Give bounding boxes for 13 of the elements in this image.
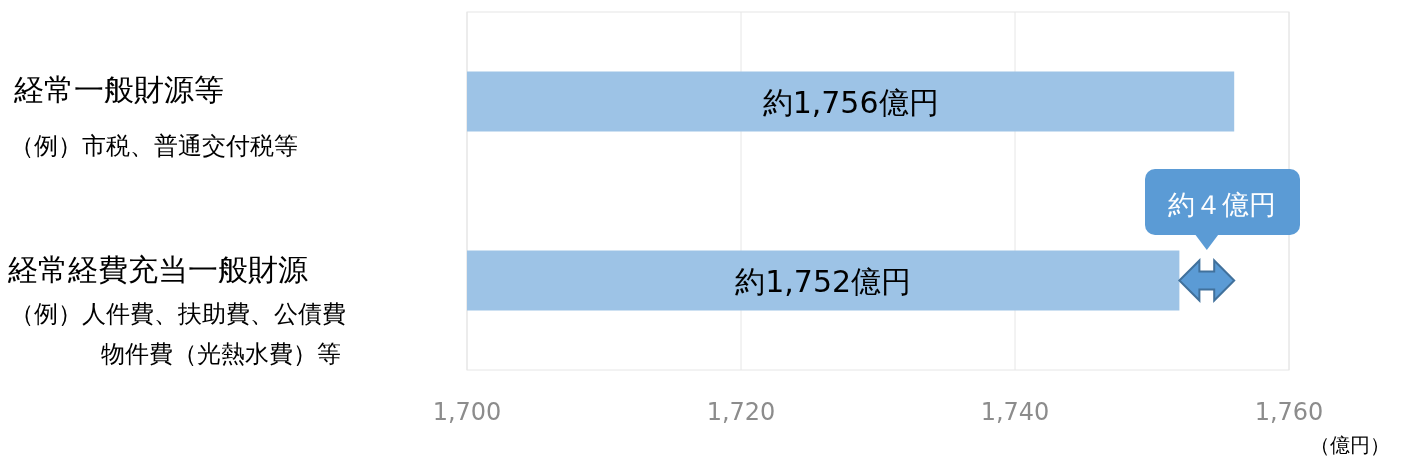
- data-label: 約1,756億円: [762, 84, 939, 120]
- y-tick-label: 経常経費充当一般財源: [7, 251, 308, 287]
- x-tick-label: 1,740: [980, 398, 1050, 426]
- x-tick-label: 1,720: [706, 398, 776, 426]
- x-tick-label: 1,760: [1254, 398, 1324, 426]
- text: 物件費（光熱水費）等: [101, 339, 341, 368]
- x-tick-label: 1,700: [432, 398, 502, 426]
- text: （例）市税、普通交付税等: [10, 131, 298, 160]
- x-axis-title: （億円）: [1310, 433, 1390, 457]
- text: （例）人件費、扶助費、公債費: [10, 299, 346, 328]
- data-label: 約1,752億円: [735, 263, 912, 299]
- y-tick-label: 経常一般財源等: [13, 71, 224, 107]
- annotation: 約４億円: [1168, 189, 1276, 220]
